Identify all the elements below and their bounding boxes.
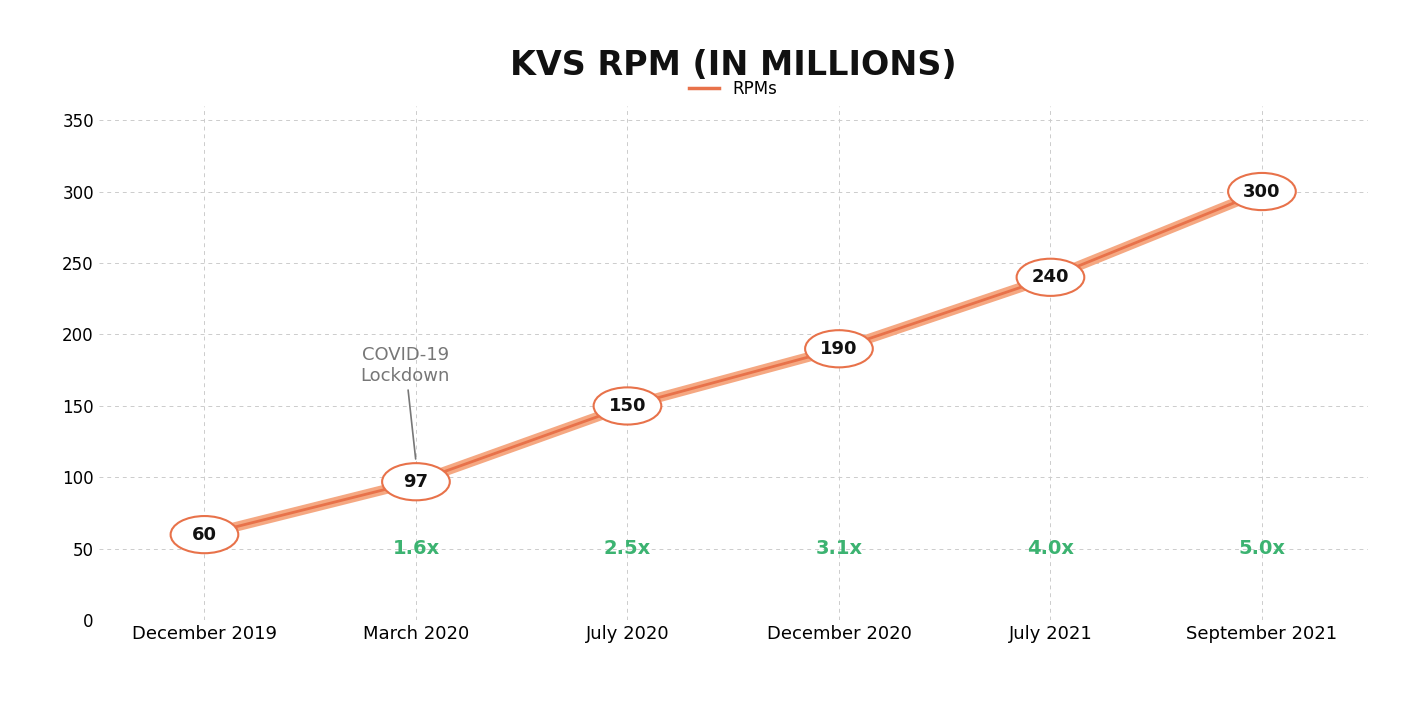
Text: 4.0x: 4.0x xyxy=(1026,539,1074,558)
Ellipse shape xyxy=(594,387,661,424)
Text: 5.0x: 5.0x xyxy=(1238,539,1286,558)
Text: 97: 97 xyxy=(403,473,429,491)
Text: 1.6x: 1.6x xyxy=(392,539,440,558)
Ellipse shape xyxy=(171,516,238,553)
Ellipse shape xyxy=(1228,173,1296,210)
Text: 300: 300 xyxy=(1244,183,1280,200)
Text: 240: 240 xyxy=(1032,269,1069,286)
Ellipse shape xyxy=(805,330,873,367)
Text: 2.5x: 2.5x xyxy=(603,539,651,558)
Ellipse shape xyxy=(1017,259,1084,296)
Text: 3.1x: 3.1x xyxy=(815,539,863,558)
Text: 60: 60 xyxy=(192,526,217,544)
Text: 150: 150 xyxy=(609,397,646,415)
Ellipse shape xyxy=(382,463,450,501)
Legend: RPMs: RPMs xyxy=(682,73,784,104)
Title: KVS RPM (IN MILLIONS): KVS RPM (IN MILLIONS) xyxy=(510,49,956,82)
Text: COVID-19
Lockdown: COVID-19 Lockdown xyxy=(361,345,450,459)
Text: 190: 190 xyxy=(821,340,857,357)
